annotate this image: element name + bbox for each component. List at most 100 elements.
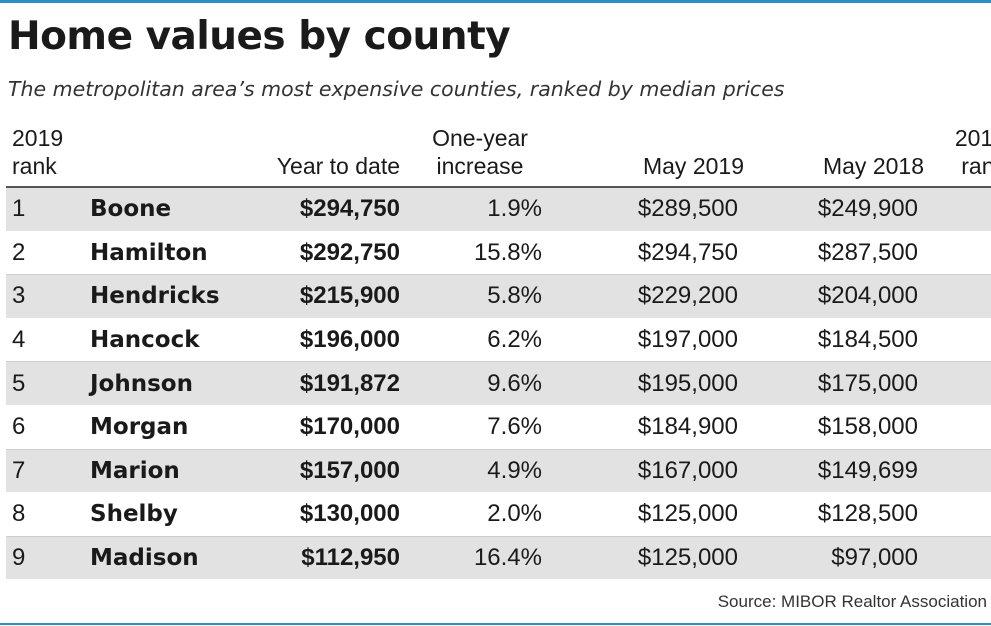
- cell-county: Boone: [84, 187, 246, 232]
- cell-increase: 5.8%: [406, 274, 554, 319]
- bottom-accent-rule: [0, 623, 991, 625]
- column-header-line: [560, 124, 744, 152]
- cell-may-2018: $287,500: [750, 231, 930, 276]
- column-header-line: Year to date: [276, 153, 400, 179]
- cell-county: Johnson: [84, 361, 246, 406]
- cell-may-2018: $128,500: [750, 492, 930, 537]
- cell-rank-2019: 5: [6, 361, 84, 406]
- cell-may-2019: $184,900: [554, 405, 750, 450]
- column-header-line: One-year: [432, 125, 528, 151]
- cell-ytd: $170,000: [246, 405, 406, 450]
- cell-rank-2019: 8: [6, 492, 84, 537]
- cell-rank-2018: 8: [930, 492, 991, 537]
- column-header-line: [90, 124, 240, 152]
- cell-ytd: $191,872: [246, 361, 406, 406]
- cell-rank-2018: 2: [930, 187, 991, 232]
- cell-rank-2018: 6: [930, 405, 991, 450]
- cell-may-2019: $289,500: [554, 187, 750, 232]
- cell-rank-2018: 3: [930, 274, 991, 319]
- column-header-ytd: Year to date: [246, 118, 406, 188]
- cell-may-2018: $97,000: [750, 536, 930, 581]
- chart-subtitle: The metropolitan area’s most expensive c…: [8, 77, 785, 101]
- column-header-line: increase: [436, 153, 524, 179]
- cell-increase: 1.9%: [406, 187, 554, 232]
- cell-rank-2018: 5: [930, 361, 991, 406]
- column-header-line: [252, 124, 400, 152]
- cell-county: Hamilton: [84, 231, 246, 276]
- cell-county: Morgan: [84, 405, 246, 450]
- cell-ytd: $215,900: [246, 274, 406, 319]
- cell-may-2019: $167,000: [554, 449, 750, 494]
- cell-rank-2019: 2: [6, 231, 84, 276]
- source-note: Source: MIBOR Realtor Association: [717, 592, 987, 611]
- column-header-line: 2019: [12, 125, 64, 151]
- cell-may-2018: $204,000: [750, 274, 930, 319]
- cell-increase: 16.4%: [406, 536, 554, 581]
- column-header-line: rank: [12, 153, 57, 179]
- column-header-increase: One-year increase: [406, 118, 554, 188]
- cell-county: Marion: [84, 449, 246, 494]
- cell-may-2018: $175,000: [750, 361, 930, 406]
- column-header-line: May 2019: [642, 153, 744, 179]
- table-header-row: 2019 rank Year to date One-year increase Ma…: [6, 118, 991, 188]
- cell-ytd: $196,000: [246, 318, 406, 363]
- cell-may-2018: $158,000: [750, 405, 930, 450]
- column-header-line: rank: [961, 153, 991, 179]
- cell-may-2019: $229,200: [554, 274, 750, 319]
- column-header-rank-2019: 2019 rank: [6, 118, 84, 188]
- cell-increase: 2.0%: [406, 492, 554, 537]
- column-header-line: [756, 124, 924, 152]
- cell-rank-2018: 7: [930, 449, 991, 494]
- column-header-county: [84, 118, 246, 188]
- cell-increase: 4.9%: [406, 449, 554, 494]
- cell-county: Shelby: [84, 492, 246, 537]
- cell-may-2019: $197,000: [554, 318, 750, 363]
- home-values-table: 2019 rank Year to date One-year increase Ma…: [6, 118, 991, 581]
- chart-title: Home values by county: [8, 14, 511, 59]
- cell-may-2019: $195,000: [554, 361, 750, 406]
- cell-may-2019: $125,000: [554, 536, 750, 581]
- column-header-may-2018: May 2018: [750, 118, 930, 188]
- cell-increase: 7.6%: [406, 405, 554, 450]
- cell-county: Hendricks: [84, 274, 246, 319]
- cell-may-2018: $249,900: [750, 187, 930, 232]
- cell-ytd: $130,000: [246, 492, 406, 537]
- column-header-line: May 2018: [822, 153, 924, 179]
- cell-may-2019: $125,000: [554, 492, 750, 537]
- column-header-may-2019: May 2019: [554, 118, 750, 188]
- cell-rank-2019: 1: [6, 187, 84, 232]
- cell-rank-2018: 1: [930, 231, 991, 276]
- cell-increase: 9.6%: [406, 361, 554, 406]
- cell-rank-2019: 4: [6, 318, 84, 363]
- cell-rank-2019: 9: [6, 536, 84, 581]
- cell-increase: 6.2%: [406, 318, 554, 363]
- cell-rank-2019: 6: [6, 405, 84, 450]
- cell-county: Hancock: [84, 318, 246, 363]
- cell-rank-2018: 9: [930, 536, 991, 581]
- cell-rank-2018: 4: [930, 318, 991, 363]
- cell-may-2018: $184,500: [750, 318, 930, 363]
- cell-ytd: $157,000: [246, 449, 406, 494]
- cell-increase: 15.8%: [406, 231, 554, 276]
- cell-rank-2019: 7: [6, 449, 84, 494]
- top-accent-rule: [0, 0, 991, 3]
- cell-may-2019: $294,750: [554, 231, 750, 276]
- column-header-line: 2018: [954, 125, 991, 151]
- cell-ytd: $292,750: [246, 231, 406, 276]
- table-body: 1Boone$294,7501.9%$289,500$249,90022Hami…: [6, 187, 991, 581]
- cell-rank-2019: 3: [6, 274, 84, 319]
- cell-ytd: $294,750: [246, 187, 406, 232]
- column-header-line: [90, 152, 240, 180]
- column-header-rank-2018: 2018rank: [930, 118, 991, 188]
- cell-may-2018: $149,699: [750, 449, 930, 494]
- cell-ytd: $112,950: [246, 536, 406, 581]
